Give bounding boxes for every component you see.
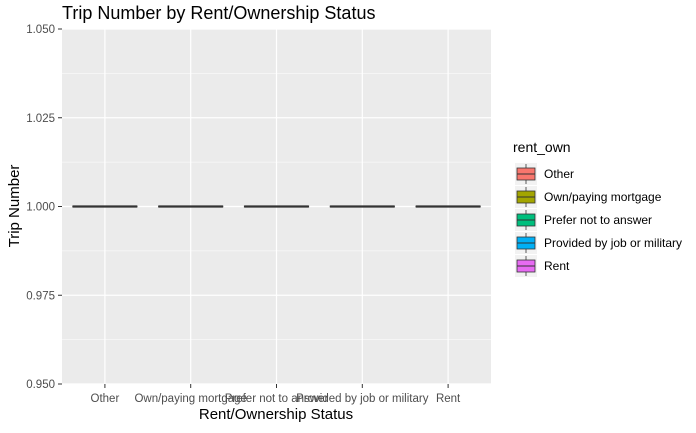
legend-item: Own/paying mortgage [515,186,662,208]
legend-item: Prefer not to answer [515,209,652,231]
y-tick-label: 1.000 [26,202,55,214]
legend-item: Rent [515,255,570,277]
chart-title: Trip Number by Rent/Ownership Status [62,3,375,23]
legend-label: Prefer not to answer [544,213,652,227]
box-marks [72,205,481,208]
y-axis-title: Trip Number [6,165,23,248]
legend-label: Rent [544,259,570,273]
y-tick-label: 1.050 [26,24,55,36]
y-axis-ticks: 0.950 0.975 1.000 1.025 1.050 [26,24,62,391]
y-tick-label: 0.950 [26,379,55,391]
legend-label: Own/paying mortgage [544,190,662,204]
y-tick-label: 1.025 [26,113,55,125]
legend-item: Other [515,163,574,185]
legend: rent_own Other Own/paying mortgage Prefer … [513,139,682,277]
legend-label: Other [544,167,574,181]
legend-item: Provided by job or military [515,232,682,254]
y-tick-label: 0.975 [26,290,55,302]
x-tick-label: Provided by job or military [296,393,429,405]
x-tick-label: Own/paying mortgage [134,393,247,405]
x-axis-title: Rent/Ownership Status [199,406,353,423]
legend-label: Provided by job or military [544,236,682,250]
x-tick-label: Other [91,393,120,405]
x-tick-label: Prefer not to answer [225,393,329,405]
legend-title: rent_own [513,139,571,155]
x-tick-label: Rent [436,393,461,405]
